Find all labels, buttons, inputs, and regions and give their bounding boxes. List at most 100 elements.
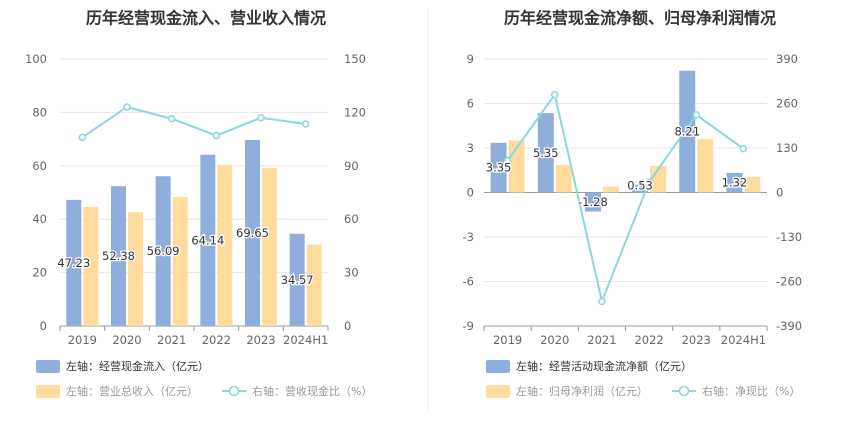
chart-title: 历年经营现金流净额、归母净利润情况 (504, 9, 776, 28)
y-left-tick-label: 80 (32, 105, 47, 119)
legend-item-1: 左轴：经营现金流入（亿元） (36, 359, 209, 373)
y-left-tick-label: 9 (467, 52, 474, 66)
y-right-tick-label: -130 (776, 230, 802, 244)
legend-item-2: 左轴：营业总收入（亿元） (36, 384, 198, 398)
bar-secondary-2024H1 (306, 244, 322, 326)
bar-primary-2024H1 (289, 233, 305, 326)
y-left-tick-label: 6 (467, 97, 474, 111)
y-right-tick-label: -390 (776, 319, 802, 333)
line-point-2024H1 (739, 144, 748, 153)
legend-swatch (36, 385, 60, 398)
bar-primary-2022 (200, 154, 216, 326)
y-right-tick-label: 390 (776, 52, 798, 66)
legend-swatch (486, 360, 510, 373)
line-point-2021 (598, 297, 606, 306)
x-tick-label: 2020 (540, 333, 569, 347)
line-point-2021 (167, 114, 176, 123)
y-right-tick-label: 120 (344, 105, 366, 119)
bar-secondary-2022 (217, 165, 233, 326)
line-point-2020 (551, 90, 559, 99)
x-tick-label: 2024H1 (283, 333, 328, 347)
x-tick-label: 2024H1 (721, 333, 766, 347)
bar-secondary-2020 (128, 212, 143, 326)
bar-secondary-2024H1 (744, 176, 761, 193)
bar-secondary-2021 (602, 186, 619, 193)
y-left-tick-label: -3 (463, 230, 474, 244)
bar-primary-2021 (584, 192, 601, 212)
x-tick-label: 2021 (157, 333, 186, 347)
x-tick-label: 2019 (493, 333, 522, 347)
line-point-2024H1 (301, 120, 310, 128)
x-tick-label: 2023 (682, 333, 711, 347)
chart-title: 历年经营现金流入、营业收入情况 (86, 9, 326, 28)
y-right-tick-label: 30 (344, 266, 359, 280)
line-point-2022 (212, 131, 221, 140)
bar-primary-2024H1 (726, 172, 743, 193)
data-label-2020: 52.38 (102, 249, 135, 263)
line-point-2023 (257, 113, 265, 122)
data-label-2019: 47.23 (57, 256, 90, 270)
y-left-tick-label: 40 (32, 212, 47, 226)
legend-marker (678, 385, 690, 397)
y-left-tick-label: 0 (467, 186, 474, 200)
legend-item-1: 左轴：经营活动现金流净额（亿元） (486, 359, 692, 373)
bar-secondary-2022 (650, 165, 667, 193)
x-tick-label: 2019 (68, 333, 97, 347)
line-point-2020 (123, 103, 131, 111)
legend-item-3: 右轴：净现比（%） (672, 384, 800, 398)
bar-secondary-2023 (697, 139, 714, 193)
x-tick-label: 2022 (634, 333, 663, 347)
y-right-tick-label: 0 (344, 319, 351, 333)
line-point-2019 (78, 133, 87, 142)
bar-primary-2020 (537, 113, 554, 193)
data-label-2019: 3.35 (486, 161, 512, 175)
legend-item-3: 右轴：营收现金比（%） (222, 384, 372, 398)
bar-primary-2021 (155, 176, 171, 326)
chart-panel-1: 历年经营现金流入、营业收入情况 0 0 20 30 40 60 60 90 80 120 100 150… (25, 9, 372, 398)
x-tick-label: 2021 (587, 333, 616, 347)
y-left-tick-label: 0 (40, 319, 47, 333)
y-right-tick-label: -260 (776, 275, 802, 289)
x-tick-label: 2023 (246, 333, 275, 347)
legend-swatch (36, 360, 60, 373)
legend-swatch (486, 385, 510, 398)
y-right-tick-label: 0 (776, 186, 783, 200)
line-point-2019 (503, 156, 512, 165)
line-series (81, 105, 306, 139)
data-label-2023: 69.65 (236, 226, 269, 240)
x-tick-label: 2020 (112, 333, 141, 347)
y-left-tick-label: 60 (32, 159, 47, 173)
y-left-tick-label: 3 (467, 141, 474, 155)
legend-marker (228, 385, 240, 397)
line-point-2022 (645, 178, 653, 186)
y-right-tick-label: 260 (776, 97, 798, 111)
line-point-2023 (692, 111, 700, 119)
bar-secondary-2021 (172, 197, 188, 326)
bar-primary-2019 (490, 142, 507, 193)
y-left-tick-label: 100 (25, 52, 47, 66)
data-label-2023: 8.21 (674, 125, 700, 139)
bar-primary-2022 (632, 184, 649, 193)
chart-panel-2: 历年经营现金流净额、归母净利润情况 -9 -390 -6 -260 -3 -130 0 0 3 13… (463, 9, 802, 398)
legend-label: 右轴：营收现金比（%） (252, 384, 372, 398)
data-label-2021: -1.28 (578, 195, 608, 209)
y-right-tick-label: 150 (344, 52, 366, 66)
bar-primary-2023 (679, 70, 696, 193)
bar-primary-2023 (245, 140, 260, 326)
data-label-2024H1: 34.57 (281, 273, 314, 287)
y-left-tick-label: -6 (463, 275, 474, 289)
legend-label: 右轴：净现比（%） (702, 384, 800, 398)
legend-label: 左轴：归母净利润（亿元） (516, 384, 648, 398)
line-series (506, 92, 745, 305)
data-label-2024H1: 1.32 (722, 176, 748, 190)
y-right-tick-label: 90 (344, 159, 359, 173)
bar-secondary-2023 (262, 167, 277, 326)
y-right-tick-label: 60 (344, 212, 359, 226)
x-tick-label: 2022 (202, 333, 231, 347)
data-label-2022: 64.14 (191, 233, 224, 247)
data-label-2021: 56.09 (147, 244, 180, 258)
bar-primary-2019 (66, 199, 82, 326)
data-label-2022: 0.53 (627, 179, 653, 193)
